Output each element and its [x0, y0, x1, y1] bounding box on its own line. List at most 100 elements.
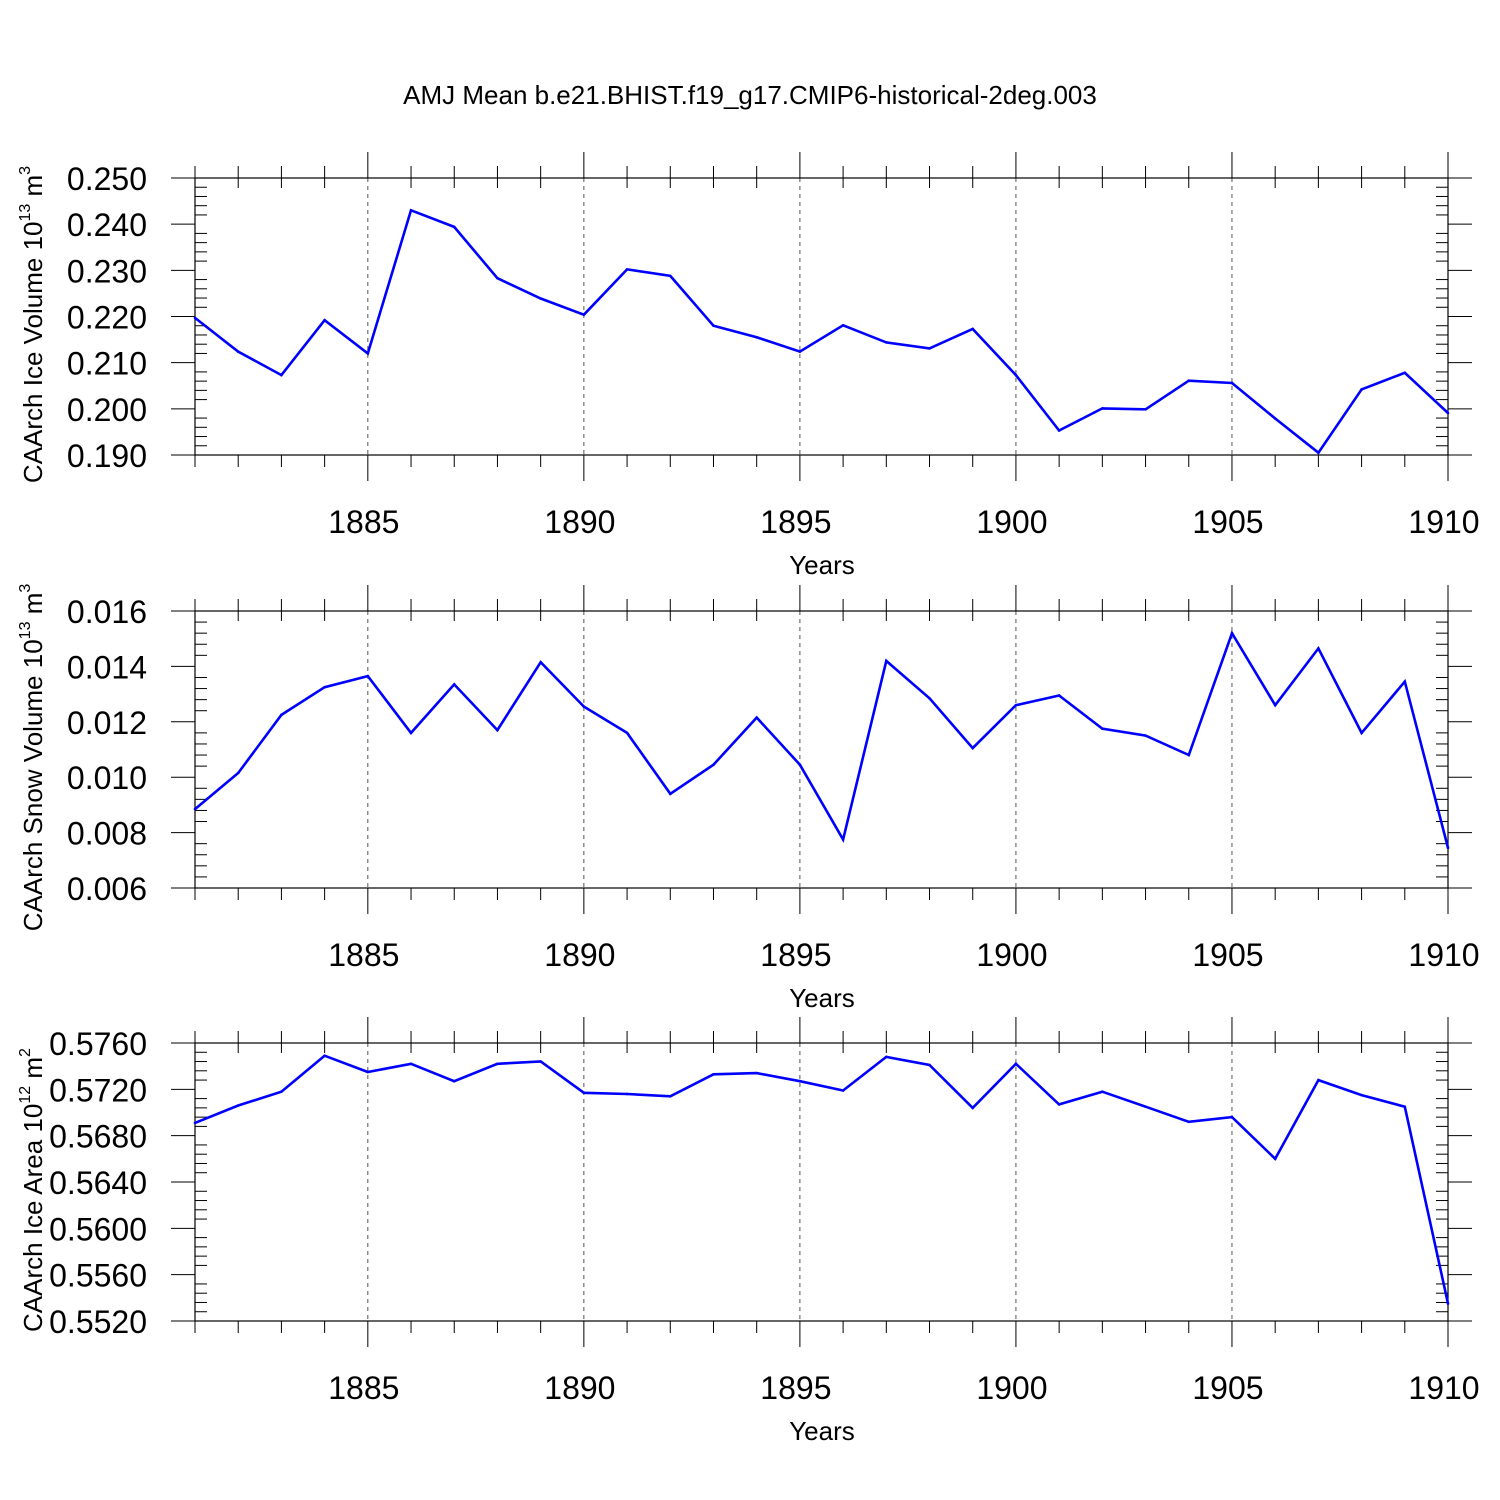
panel-ice-volume: 0.190 0.200 0.210 0.220 0.230 0.240 0.250 1885 1… [17, 152, 1480, 580]
data-point [1273, 417, 1277, 420]
data-point [193, 1121, 197, 1125]
data-point [928, 1063, 931, 1067]
x-tick-label: 1900 [976, 504, 1047, 540]
y-axis-label-exponent: 12 [17, 1086, 34, 1104]
data-point [1014, 1062, 1018, 1066]
data-point [928, 347, 931, 350]
data-point [1403, 1105, 1407, 1109]
data-point [1187, 1120, 1191, 1124]
x-tick-label: 1885 [328, 1370, 399, 1406]
y-axis-label-unit-exponent: 2 [17, 1048, 34, 1057]
y-tick-label: 0.014 [67, 649, 147, 685]
data-point [1317, 1078, 1320, 1082]
y-tick-label: 0.010 [67, 760, 147, 796]
x-tick-label: 1905 [1192, 937, 1263, 973]
data-point [582, 313, 586, 316]
series-line-snow-volume [194, 630, 1450, 849]
data-point [1446, 846, 1450, 850]
data-point [409, 1062, 413, 1066]
y-tick-label: 0.220 [67, 300, 147, 336]
y-tick-label: 0.5640 [49, 1165, 147, 1201]
data-point [1014, 703, 1018, 707]
y-tick-label: 0.5560 [49, 1258, 147, 1294]
y-tick-label: 0.006 [67, 871, 147, 907]
data-point [1101, 727, 1104, 731]
data-point [1101, 1090, 1104, 1093]
data-point [1014, 373, 1018, 377]
data-point [1273, 1157, 1277, 1161]
data-point [366, 352, 370, 355]
y-axis-label-unit-exponent: 3 [17, 166, 34, 175]
y-tick-label: 0.5600 [49, 1211, 147, 1247]
y-tick-label: 0.5720 [49, 1072, 147, 1108]
y-axis-label: CAArch Ice Volume 1013 m3 [17, 166, 48, 483]
y-axis-label-main: CAArch Ice Area 10 [18, 1104, 48, 1332]
data-point [798, 763, 802, 767]
plot-frame [194, 610, 1449, 889]
x-axis-label: Years [789, 983, 855, 1013]
data-point [236, 771, 240, 775]
x-tick-label: 1895 [760, 504, 831, 540]
y-axis-label-unit: m [18, 175, 48, 204]
x-tick-label: 1900 [976, 1370, 1047, 1406]
data-point [280, 373, 283, 377]
data-point [1187, 379, 1191, 382]
data-point [496, 276, 499, 280]
data-point [1317, 451, 1320, 454]
data-point [193, 807, 197, 811]
data-point [841, 1089, 845, 1092]
data-point [798, 350, 802, 353]
data-point [841, 838, 845, 841]
y-axis-label-unit: m [18, 593, 48, 622]
data-point [1403, 680, 1407, 683]
data-point [668, 1094, 672, 1098]
y-axis-label: CAArch Snow Volume 1013 m3 [17, 584, 48, 932]
data-point [712, 1072, 715, 1076]
x-tick-label: 1900 [976, 937, 1047, 973]
x-tick-label: 1885 [328, 937, 399, 973]
data-point [1144, 407, 1147, 411]
data-point [928, 696, 931, 700]
x-tick-label: 1910 [1408, 937, 1479, 973]
x-tick-label: 1890 [544, 937, 615, 973]
data-point [280, 713, 283, 717]
y-tick-label: 0.5680 [49, 1119, 147, 1155]
data-point [885, 1055, 888, 1059]
data-point [755, 335, 758, 339]
data-point [323, 685, 326, 689]
x-tick-label: 1905 [1192, 1370, 1263, 1406]
x-tick-label: 1890 [544, 504, 615, 540]
y-axis-label-unit: m [18, 1057, 48, 1086]
data-point [366, 1070, 370, 1074]
data-point [193, 316, 197, 320]
data-point [409, 731, 413, 735]
data-point [971, 327, 975, 331]
y-tick-label: 0.5760 [49, 1026, 147, 1062]
y-tick-label: 0.008 [67, 816, 147, 852]
data-point [971, 746, 975, 750]
series-line-ice-area [194, 1054, 1450, 1304]
x-tick-label: 1890 [544, 1370, 615, 1406]
data-point [496, 1062, 499, 1066]
data-point [323, 318, 326, 322]
y-tick-label: 0.5520 [49, 1304, 147, 1340]
chart-title: AMJ Mean b.e21.BHIST.f19_g17.CMIP6-histo… [403, 80, 1097, 110]
data-point [625, 268, 629, 271]
data-point [409, 209, 413, 212]
data-point [1360, 731, 1363, 735]
data-point [366, 674, 370, 678]
data-point [1230, 1115, 1234, 1119]
data-point [539, 297, 542, 300]
data-point [539, 660, 542, 664]
y-axis-label-main: CAArch Snow Volume 10 [18, 639, 48, 931]
data-point [625, 1092, 629, 1096]
data-point [496, 728, 499, 732]
plot-frame [194, 177, 1449, 456]
y-axis-label-main: CAArch Ice Volume 10 [18, 222, 48, 484]
data-point [1360, 1093, 1363, 1097]
y-tick-label: 0.240 [67, 207, 147, 243]
data-point [1360, 388, 1363, 391]
y-tick-label: 0.230 [67, 253, 147, 289]
data-point [668, 792, 672, 796]
